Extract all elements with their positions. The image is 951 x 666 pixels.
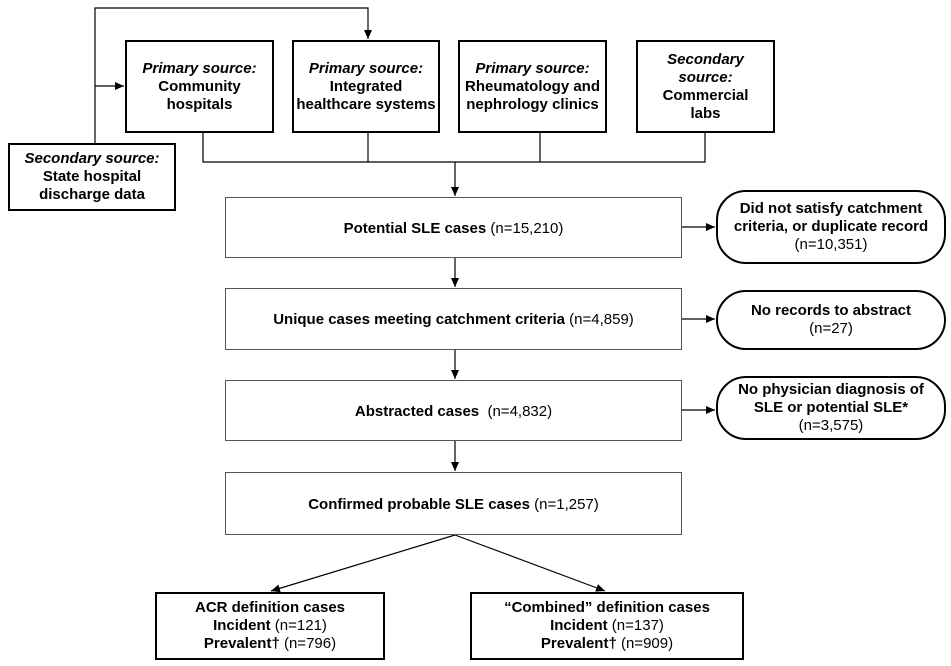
exclusion-label: No records to abstract [750,302,912,319]
source-kind: Primary source: [308,59,424,77]
step-label: Potential SLE cases [343,220,487,237]
source-name: Commercial labs [662,86,749,122]
source-name: Rheumatology and nephrology clinics [464,77,600,113]
step-count: (n=15,210) [490,220,564,237]
outcome-box: ACR definition cases Incident (n=121) Pr… [155,592,385,660]
step-count: (n=4,859) [569,311,634,328]
outcome-label: Incident [550,617,608,634]
step-count: (n=4,832) [487,403,553,420]
exclusion-count: (n=10,351) [794,236,868,253]
step-box: Potential SLE cases (n=15,210) [225,197,682,258]
outcome-box: “Combined” definition cases Incident (n=… [470,592,744,660]
exclusion-box: Did not satisfy catchment criteria, or d… [716,190,946,264]
outcome-title: “Combined” definition cases [504,599,710,616]
exclusion-count: (n=3,575) [798,417,864,434]
top-connector [94,7,372,143]
arrow [270,534,456,593]
outcome-title: ACR definition cases [194,599,346,616]
source-kind: Secondary source: [667,50,744,86]
outcome-label: Prevalent† [203,635,280,652]
state-source-box: Secondary source: State hospital dischar… [8,143,176,211]
outcome-label: Prevalent† [540,635,617,652]
exclusion-label: No physician diagnosis of SLE or potenti… [738,381,924,416]
source-box: Secondary source: Commercial labs [636,40,775,133]
source-name: State hospital discharge data [39,168,145,203]
source-kind: Primary source: [142,59,257,77]
source-name: Community hospitals [158,77,241,113]
step-box: Unique cases meeting catchment criteria … [225,288,682,350]
source-box: Primary source: Community hospitals [125,40,274,133]
exclusion-count: (n=27) [809,320,853,337]
source-box: Primary source: Integrated healthcare sy… [292,40,440,133]
step-box: Confirmed probable SLE cases (n=1,257) [225,472,682,535]
source-kind: Primary source: [475,59,590,77]
outcome-count: (n=121) [274,617,327,634]
source-kind: Secondary source: [24,150,160,167]
outcome-label: Incident [213,617,271,634]
step-box: Abstracted cases (n=4,832) [225,380,682,441]
step-label: Abstracted cases [354,403,480,420]
outcome-count: (n=796) [283,635,337,652]
source-box: Primary source: Rheumatology and nephrol… [458,40,607,133]
arrow [454,534,606,592]
exclusion-box: No physician diagnosis of SLE or potenti… [716,376,946,440]
step-label: Confirmed probable SLE cases [308,496,530,513]
merge-line [202,133,706,163]
exclusion-label: Did not satisfy catchment criteria, or d… [733,200,929,235]
exclusion-box: No records to abstract (n=27) [716,290,946,350]
outcome-count: (n=137) [611,617,664,634]
source-name: Integrated healthcare systems [296,77,436,113]
step-label: Unique cases meeting catchment criteria [273,311,565,328]
step-count: (n=1,257) [534,496,599,513]
outcome-count: (n=909) [620,635,674,652]
